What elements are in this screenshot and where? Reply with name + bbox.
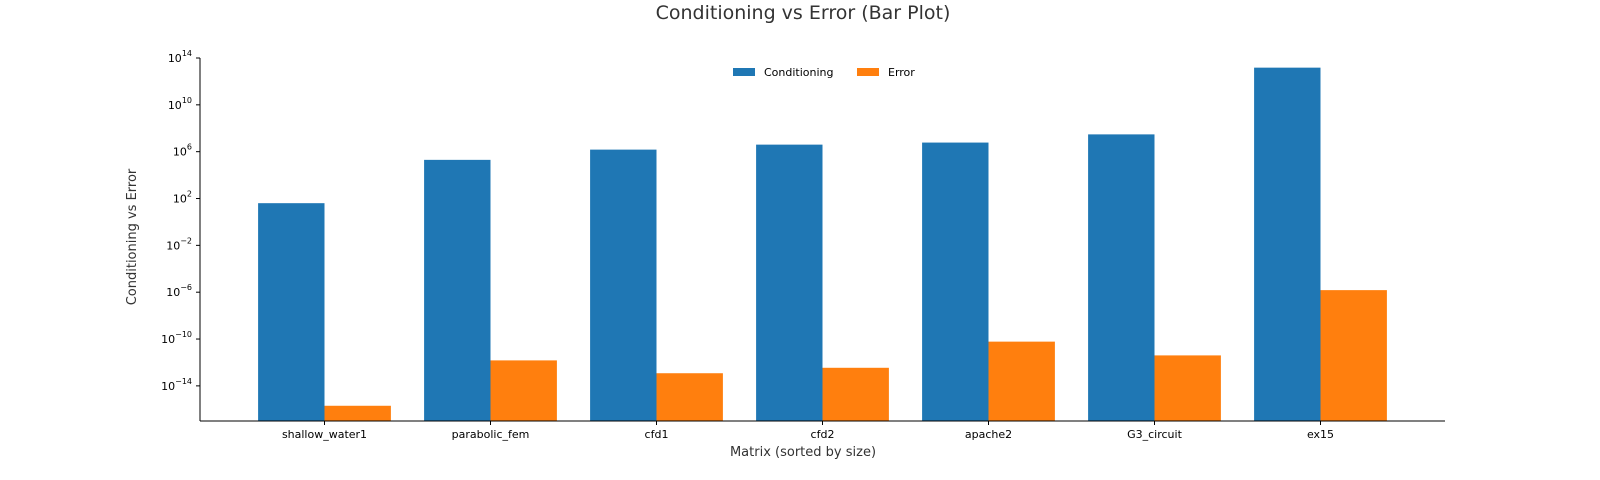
legend: Conditioning Error [733, 66, 915, 79]
conditioning-bar-cfd1 [590, 149, 657, 421]
error-legend-swatch [857, 68, 879, 76]
error-bar-cfd1 [656, 373, 723, 421]
y-tick-label: 102 [173, 190, 192, 206]
conditioning-bar-ex15 [1254, 67, 1321, 422]
x-axis-title: Matrix (sorted by size) [730, 445, 876, 460]
chart-title: Conditioning vs Error (Bar Plot) [656, 2, 951, 24]
y-tick-label: 10−6 [166, 283, 192, 299]
error-bar-G3_circuit [1154, 355, 1221, 421]
y-axis-title: Conditioning vs Error [125, 168, 140, 305]
y-tick-label: 106 [173, 143, 192, 159]
x-tick-label: G3_circuit [1127, 428, 1182, 441]
bars-group [258, 67, 1387, 422]
error-bar-shallow_water1 [324, 405, 391, 421]
conditioning-bar-cfd2 [756, 144, 823, 421]
x-ticks-group: shallow_water1 parabolic_fem cfd1 cfd2 apach… [282, 421, 1334, 441]
x-tick-label: ex15 [1307, 428, 1334, 441]
x-tick-label: shallow_water1 [282, 428, 367, 441]
error-bar-ex15 [1320, 290, 1387, 421]
error-bar-cfd2 [822, 367, 889, 421]
y-tick-label: 10−14 [161, 377, 192, 393]
conditioning-bar-shallow_water1 [258, 203, 325, 421]
x-tick-label: cfd1 [645, 428, 669, 441]
error-bar-apache2 [988, 341, 1055, 421]
y-tick-label: 1014 [168, 49, 192, 65]
y-ticks-group: 1014 1010 106 102 10−2 10−6 10−10 10−14 [161, 49, 200, 393]
y-tick-label: 10−10 [161, 330, 192, 346]
y-tick-label: 1010 [168, 96, 192, 112]
x-tick-label: parabolic_fem [452, 428, 530, 441]
y-tick-label: 10−2 [166, 236, 192, 252]
error-legend-label: Error [888, 66, 915, 79]
conditioning-bar-apache2 [922, 142, 989, 421]
x-tick-label: cfd2 [811, 428, 835, 441]
conditioning-bar-parabolic_fem [424, 159, 491, 422]
conditioning-legend-swatch [733, 68, 755, 76]
conditioning-bar-G3_circuit [1088, 134, 1155, 421]
error-bar-parabolic_fem [490, 360, 557, 421]
x-tick-label: apache2 [965, 428, 1012, 441]
conditioning-legend-label: Conditioning [764, 66, 834, 79]
